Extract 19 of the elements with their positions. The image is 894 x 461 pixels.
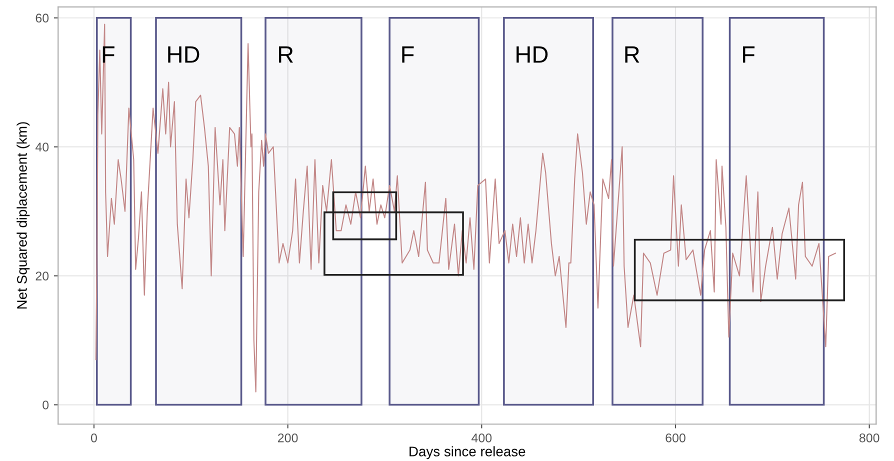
- y-axis-title: Net Squared diplacement (km): [16, 122, 30, 309]
- band-label: F: [742, 46, 755, 63]
- x-axis-title: Days since release: [410, 446, 526, 460]
- x-tick-label: 600: [666, 433, 686, 442]
- band-label: F: [402, 46, 414, 63]
- band-label: R: [278, 46, 293, 63]
- band-label: F: [102, 46, 114, 63]
- y-tick-label: 0: [42, 400, 49, 410]
- band-label: R: [625, 46, 640, 63]
- y-tick-label: 20: [36, 272, 49, 280]
- band-label: HD: [168, 46, 200, 63]
- band-label: HD: [516, 46, 548, 63]
- x-tick-label: 800: [859, 433, 880, 442]
- x-tick-label: 0: [90, 433, 97, 442]
- x-tick-label: 400: [472, 433, 492, 442]
- y-tick-label: 60: [36, 14, 49, 23]
- line-series: [95, 24, 836, 392]
- y-tick-label: 40: [35, 142, 49, 152]
- x-tick-label: 200: [278, 433, 298, 442]
